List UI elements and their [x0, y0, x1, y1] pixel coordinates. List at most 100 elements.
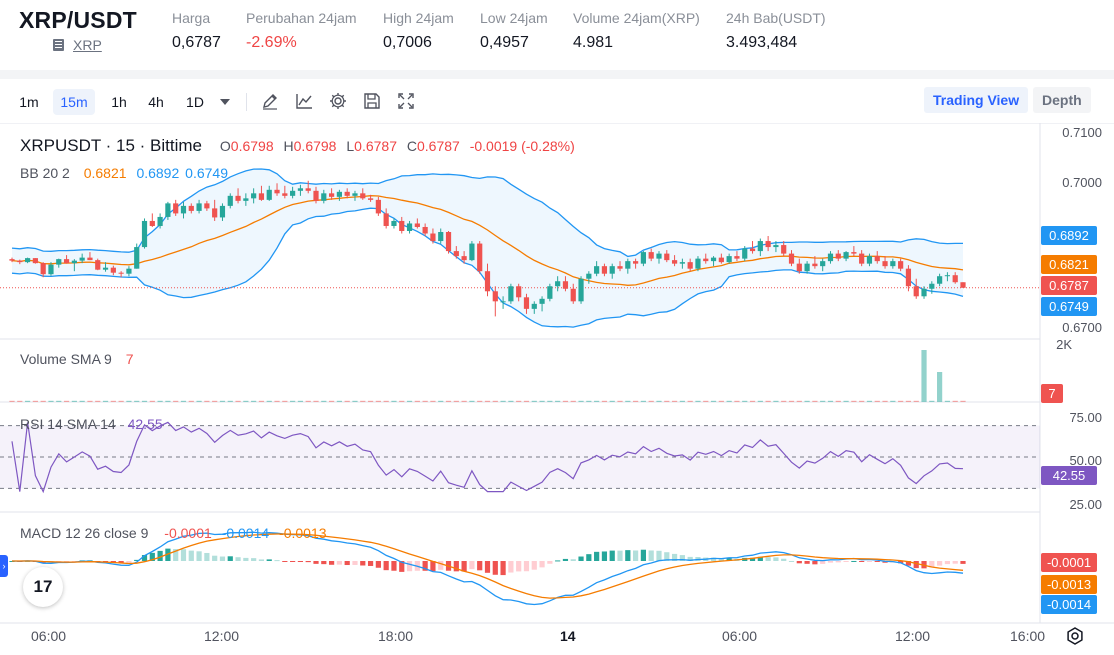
macd-hist-bar — [944, 561, 951, 565]
macd-hist-value: -0.0001 — [164, 525, 212, 541]
candle-body — [32, 258, 38, 264]
stat-price: Harga 0,6787 — [172, 10, 221, 52]
timeframe-1h[interactable]: 1h — [111, 94, 127, 110]
candle-body — [87, 257, 93, 261]
candle-body — [196, 203, 202, 211]
candle-body — [734, 256, 740, 259]
macd-hist-bar — [843, 561, 849, 562]
macd-hist-bar — [492, 561, 498, 575]
macd-hist-bar — [313, 561, 319, 564]
candle-body — [79, 257, 85, 261]
expand-panel-handle-icon[interactable]: › — [0, 555, 8, 577]
candle-body — [820, 261, 826, 267]
indicators-line-icon[interactable] — [294, 91, 314, 111]
volume-bar — [40, 400, 46, 402]
macd-hist-bar — [110, 561, 116, 563]
volume-bar — [726, 400, 732, 402]
macd-hist-bar — [835, 561, 841, 563]
macd-hist-bar — [531, 561, 537, 570]
macd-hist-bar — [500, 561, 506, 576]
save-disk-icon[interactable] — [362, 91, 382, 111]
volume-bar — [321, 400, 327, 402]
candle-body — [656, 253, 662, 259]
stat-value: 0,6787 — [172, 34, 221, 51]
candle-body — [687, 262, 693, 269]
candle-body — [157, 216, 163, 226]
candle-body — [102, 267, 109, 270]
timeframe-15m[interactable]: 15m — [53, 89, 95, 115]
macd-hist-bar — [929, 561, 935, 568]
chart-canvas[interactable] — [0, 123, 1114, 655]
candle-body — [165, 203, 171, 217]
candle-body — [258, 193, 265, 200]
candle-body — [63, 259, 70, 264]
volume-bar — [781, 400, 787, 402]
timeframe-1d[interactable]: 1D — [186, 94, 204, 110]
stat-label: Low 24jam — [480, 10, 548, 26]
volume-bar — [687, 400, 693, 402]
volume-bar — [24, 400, 31, 402]
volume-bar — [173, 400, 179, 402]
fullscreen-icon[interactable] — [396, 91, 416, 111]
stat-value: 0,7006 — [383, 34, 432, 51]
stat-label: Volume 24jam(XRP) — [573, 10, 700, 26]
candle-body — [882, 261, 888, 267]
draw-pencil-icon[interactable] — [260, 91, 280, 111]
candle-body — [851, 252, 857, 254]
volume-bar — [796, 400, 802, 402]
macd-hist-bar — [749, 557, 756, 561]
volume-bar — [399, 400, 405, 402]
volume-bar — [328, 400, 335, 402]
macd-hist-bar — [328, 561, 335, 565]
macd-hist-bar — [219, 556, 226, 561]
volume-bar — [422, 400, 428, 402]
volume-bar — [742, 400, 748, 402]
stat-label: 24h Bab(USDT) — [726, 10, 826, 26]
volume-bar — [851, 400, 857, 402]
timeframe-1m[interactable]: 1m — [19, 94, 39, 110]
candle-body — [555, 281, 561, 287]
volume-bar — [414, 400, 420, 402]
volume-bar — [391, 400, 397, 402]
settings-gear-icon[interactable] — [328, 91, 348, 111]
time-label: 12:00 — [895, 628, 931, 644]
candle-body — [508, 286, 514, 302]
rsi-tag: 42.55 — [1041, 466, 1097, 485]
volume-bar — [297, 400, 304, 402]
macd-hist-bar — [438, 561, 444, 570]
chart-settings-icon[interactable] — [1064, 625, 1086, 647]
volume-bar — [157, 400, 163, 402]
tradingview-logo-icon[interactable]: 17 — [23, 567, 63, 607]
candle-body — [960, 282, 966, 288]
timeframe-4h[interactable]: 4h — [148, 94, 164, 110]
trading-view-button[interactable]: Trading View — [924, 87, 1029, 113]
coin-link[interactable]: XRP — [73, 37, 102, 53]
macd-hist-bar — [235, 557, 241, 561]
candle-body — [859, 253, 865, 264]
macd-hist-bar — [375, 561, 381, 568]
candle-body — [586, 273, 592, 279]
macd-hist-bar — [773, 557, 779, 561]
volume-bar — [508, 400, 514, 402]
macd-hist-bar — [134, 559, 140, 561]
candle-body — [141, 220, 148, 248]
bb-upper-tag: 0.6892 — [1041, 226, 1097, 245]
candle-body — [367, 198, 374, 200]
candle-body — [180, 205, 187, 214]
stat-value: -2.69% — [246, 34, 297, 51]
bb-lower-tag: 0.6749 — [1041, 297, 1097, 316]
macd-hist-bar — [757, 556, 763, 561]
volume-bar — [547, 400, 553, 402]
macd-hist-bar — [204, 552, 210, 561]
candle-body — [601, 266, 608, 274]
candle-body — [594, 266, 600, 274]
depth-button[interactable]: Depth — [1033, 87, 1091, 113]
candle-body — [204, 203, 210, 209]
volume-bar — [71, 400, 77, 402]
ohlc-low-label: L — [346, 138, 355, 154]
timeframe-dropdown-caret-icon[interactable] — [220, 99, 230, 105]
candle-body — [749, 248, 756, 252]
chart-area[interactable]: XRPUSDT · 15 · Bittime O0.6798 H0.6798 L… — [0, 123, 1114, 655]
volume-bar — [266, 400, 272, 402]
candle-body — [461, 256, 467, 261]
